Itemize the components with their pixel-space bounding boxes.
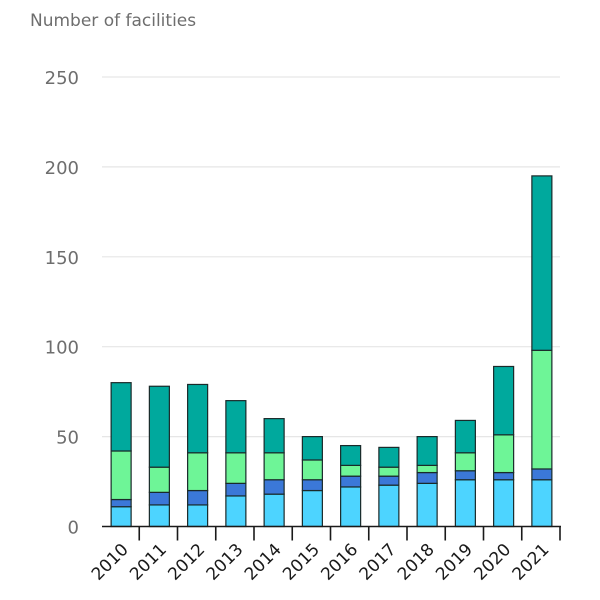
bar-segment [340, 444, 362, 466]
bar-segment [187, 504, 209, 528]
bar-segment [416, 471, 438, 484]
bar-segment [493, 479, 515, 528]
bar-segment [225, 400, 247, 454]
x-axis-ticks: 2010201120122013201420152016201720182019… [88, 526, 561, 585]
bar-segment [531, 175, 553, 351]
y-tick-label: 100 [45, 338, 79, 359]
bar-segment [416, 436, 438, 466]
bar-segment [225, 482, 247, 497]
x-tick-label: 2020 [470, 540, 515, 585]
bar-segment [263, 479, 285, 495]
bar-segment [148, 491, 170, 506]
bar-segment [187, 452, 209, 492]
bar-segment [378, 466, 400, 477]
bar-stack [225, 400, 247, 528]
gridlines [102, 76, 560, 438]
x-tick-label: 2012 [164, 540, 209, 585]
bar-segment [225, 452, 247, 484]
bar-segment [110, 506, 132, 528]
bar-segment [301, 489, 323, 528]
y-tick-label: 200 [45, 158, 79, 179]
bar-segment [148, 504, 170, 528]
bar-stack [148, 385, 170, 528]
x-tick-label: 2017 [356, 540, 401, 585]
bar-segment [263, 493, 285, 528]
bar-stack [493, 365, 515, 528]
x-tick-label: 2019 [432, 540, 477, 585]
bar-segment [263, 452, 285, 481]
bar-segment [225, 495, 247, 528]
bar-segment [493, 434, 515, 474]
bar-stack [187, 383, 209, 528]
y-tick-label: 50 [56, 428, 79, 449]
bar-stack [263, 418, 285, 528]
x-tick-label: 2015 [279, 540, 324, 585]
bar-segment [454, 452, 476, 472]
x-tick-label: 2016 [317, 540, 362, 585]
bar-stack [416, 436, 438, 528]
bar-stack [110, 382, 132, 528]
bar-segment [340, 464, 362, 477]
x-tick-label: 2011 [126, 540, 171, 585]
bar-segment [454, 419, 476, 454]
y-tick-label: 250 [45, 68, 79, 89]
y-tick-label: 150 [45, 248, 79, 269]
bar-segment [187, 489, 209, 506]
bar-segment [301, 436, 323, 461]
bar-segment [493, 471, 515, 481]
x-tick-label: 2010 [88, 540, 133, 585]
bar-segment [340, 486, 362, 528]
bar-segment [301, 459, 323, 481]
bar-segment [378, 484, 400, 528]
bar-segment [493, 365, 515, 436]
bar-stack [454, 419, 476, 528]
bar-segment [416, 464, 438, 474]
bar-stack [378, 446, 400, 528]
bar-segment [531, 468, 553, 481]
y-axis-ticks: 0 50 100 150 200 250 [45, 68, 79, 539]
bar-stack [301, 436, 323, 528]
bars [110, 175, 553, 528]
bar-segment [187, 383, 209, 454]
bar-stack [340, 444, 362, 528]
y-axis-title: Number of facilities [30, 11, 196, 31]
bar-segment [110, 382, 132, 452]
x-tick-label: 2014 [241, 540, 286, 585]
bar-segment [263, 418, 285, 454]
bar-segment [454, 470, 476, 481]
x-tick-label: 2021 [509, 540, 554, 585]
bar-segment [531, 349, 553, 470]
bar-segment [148, 466, 170, 493]
bar-segment [416, 482, 438, 528]
bar-segment [378, 475, 400, 486]
bar-segment [378, 446, 400, 468]
x-tick-label: 2018 [394, 540, 439, 585]
bar-segment [340, 475, 362, 488]
y-tick-label: 0 [68, 518, 79, 539]
bar-stack [531, 175, 553, 528]
bar-segment [301, 479, 323, 492]
bar-segment [110, 450, 132, 501]
x-tick-label: 2013 [203, 540, 248, 585]
bar-segment [454, 479, 476, 528]
bar-segment [110, 498, 132, 508]
bar-segment [148, 385, 170, 468]
bar-segment [531, 479, 553, 528]
